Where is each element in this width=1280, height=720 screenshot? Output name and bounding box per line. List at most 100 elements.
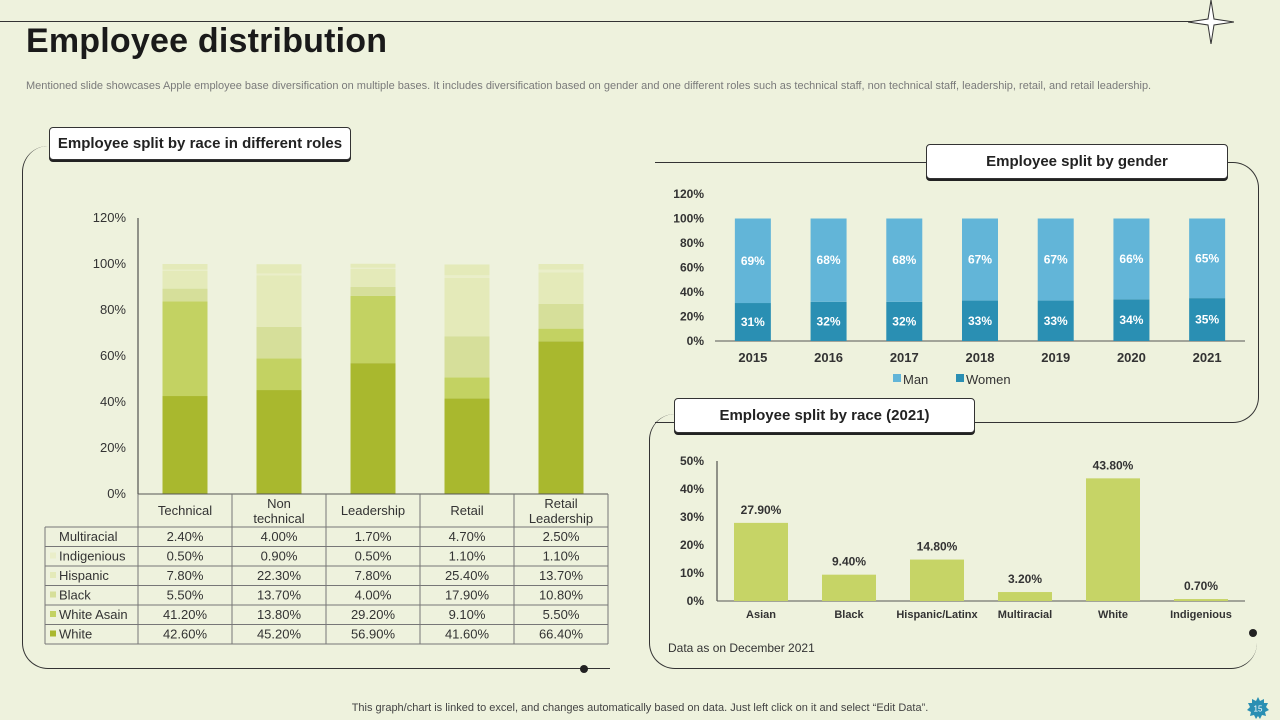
table-cell: 13.70%	[539, 568, 584, 583]
category-label: Leadership	[341, 503, 405, 518]
race-roles-title: Employee split by race in different role…	[49, 127, 351, 160]
table-cell: 25.40%	[445, 568, 490, 583]
table-cell: 0.90%	[261, 549, 298, 564]
table-cell: 9.10%	[449, 607, 486, 622]
legend-swatch	[50, 630, 56, 637]
legend-swatch	[50, 591, 56, 598]
bar-black	[444, 336, 490, 378]
page-subtitle: Mentioned slide showcases Apple employee…	[26, 80, 1152, 92]
bar-white-asain	[350, 295, 396, 364]
table-cell: 7.80%	[355, 568, 392, 583]
data-label: 33%	[1044, 314, 1068, 328]
y-tick-label: 0%	[107, 486, 126, 501]
table-cell: 42.60%	[163, 627, 208, 642]
gender-title: Employee split by gender	[926, 144, 1228, 179]
table-cell: 1.70%	[355, 529, 392, 544]
bar-women	[810, 301, 847, 341]
category-label: Retail	[544, 496, 577, 511]
table-cell: 45.20%	[257, 627, 302, 642]
page-number: 15	[1254, 705, 1263, 714]
category-label: Leadership	[529, 511, 593, 526]
x-tick-label: 2021	[1193, 350, 1222, 365]
x-tick-label: Asian	[746, 609, 776, 621]
y-tick-label: 30%	[680, 510, 704, 524]
bar-white-asain	[162, 301, 208, 397]
y-tick-label: 40%	[680, 285, 704, 299]
legend-swatch-man	[893, 374, 901, 382]
top-rule	[0, 21, 1205, 22]
x-tick-label: 2020	[1117, 350, 1146, 365]
data-label: 9.40%	[832, 555, 866, 569]
bar-black	[822, 574, 876, 601]
bar-hispanic-latinx	[910, 559, 964, 601]
bar-white	[538, 341, 584, 494]
bar-indigenious	[256, 273, 302, 276]
x-tick-label: Hispanic/Latinx	[896, 609, 978, 621]
y-tick-label: 40%	[100, 394, 126, 409]
table-cell: 13.80%	[257, 607, 302, 622]
bar-indigenious	[162, 269, 208, 271]
table-cell: 2.40%	[167, 529, 204, 544]
bar-hispanic	[538, 272, 584, 304]
table-cell: 4.70%	[449, 529, 486, 544]
data-label: 33%	[968, 314, 992, 328]
race2021-title: Employee split by race (2021)	[674, 398, 975, 433]
y-tick-label: 0%	[687, 334, 705, 348]
left-panel-dot	[580, 665, 588, 673]
legend-swatch	[50, 552, 56, 559]
y-tick-label: 20%	[100, 440, 126, 455]
page-title: Employee distribution	[26, 22, 388, 60]
data-label: 43.80%	[1093, 458, 1134, 472]
bar-hispanic	[350, 268, 396, 287]
y-tick-label: 80%	[100, 302, 126, 317]
y-tick-label: 80%	[680, 236, 704, 250]
data-label: 66%	[1119, 252, 1143, 266]
y-tick-label: 10%	[680, 566, 704, 580]
bar-hispanic	[162, 270, 208, 289]
legend-label: Women	[966, 372, 1011, 387]
bar-white-asain	[538, 328, 584, 342]
table-cell: 0.50%	[167, 549, 204, 564]
data-label: 0.70%	[1184, 579, 1218, 593]
bar-indigenious	[350, 267, 396, 269]
table-cell: 5.50%	[543, 607, 580, 622]
bar-hispanic	[444, 277, 490, 337]
data-label: 31%	[741, 315, 765, 329]
table-cell: 0.50%	[355, 549, 392, 564]
data-label: 34%	[1119, 313, 1143, 327]
table-cell: 5.50%	[167, 588, 204, 603]
data-label: 69%	[741, 254, 765, 268]
row-label: Hispanic	[59, 568, 109, 583]
bar-women	[886, 301, 923, 341]
table-cell: 4.00%	[261, 529, 298, 544]
x-tick-label: Multiracial	[998, 609, 1052, 621]
bar-indigenious	[538, 269, 584, 273]
data-label: 32%	[892, 314, 916, 328]
bar-black	[538, 303, 584, 329]
bar-man	[1113, 218, 1150, 300]
bar-white	[444, 398, 490, 494]
data-label: 27.90%	[741, 503, 782, 517]
table-cell: 7.80%	[167, 568, 204, 583]
bar-women	[962, 300, 998, 341]
bar-multiracial	[350, 263, 396, 268]
data-label: 65%	[1195, 251, 1219, 265]
table-cell: 2.50%	[543, 529, 580, 544]
footer-note: This graph/chart is linked to excel, and…	[351, 702, 929, 714]
bar-multiracial	[444, 264, 490, 276]
legend-label: Man	[903, 372, 928, 387]
race2021-panel-border	[649, 414, 1257, 669]
bar-multiracial	[162, 264, 208, 270]
x-tick-label: Indigenious	[1170, 609, 1232, 621]
legend-swatch	[50, 611, 56, 617]
bar-multiracial	[998, 592, 1052, 601]
row-label: Multiracial	[59, 529, 118, 544]
data-note: Data as on December 2021	[668, 641, 815, 655]
bar-asian	[734, 522, 788, 601]
bar-white-asain	[444, 377, 490, 399]
bar-hispanic	[256, 275, 302, 327]
table-cell: 41.20%	[163, 607, 208, 622]
category-label: Retail	[450, 503, 483, 518]
